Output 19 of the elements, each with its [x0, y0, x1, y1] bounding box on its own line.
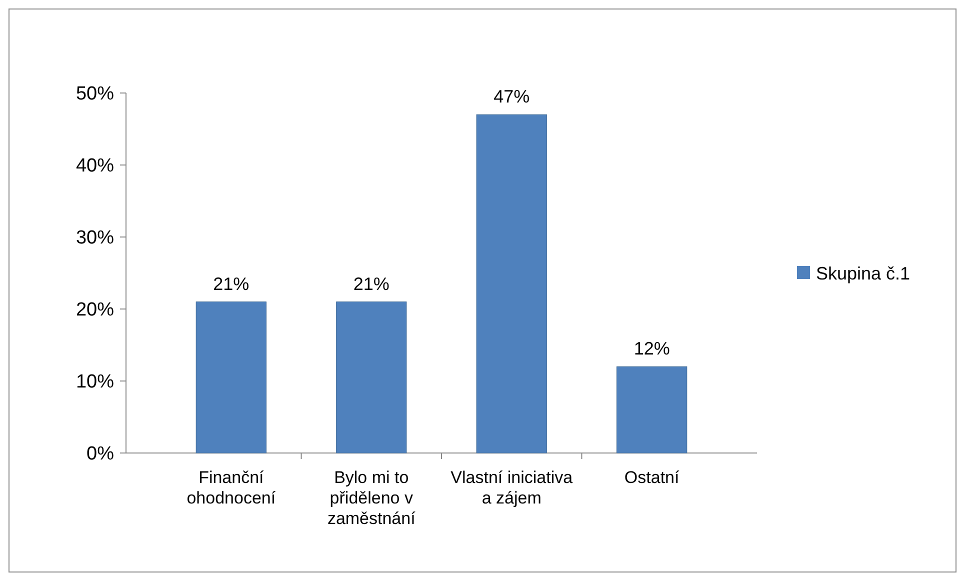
bar	[196, 302, 266, 454]
y-tick-label: 30%	[76, 228, 114, 249]
text: 47%	[494, 86, 530, 107]
y-tick-label: 0%	[86, 444, 114, 465]
bar	[616, 366, 688, 454]
y-tick-label: 40%	[76, 156, 114, 177]
text: 21%	[213, 274, 250, 294]
legend-label: Skupina č.1	[816, 263, 910, 284]
bar	[336, 302, 407, 454]
text: 21%	[353, 274, 390, 294]
text: 12%	[634, 338, 670, 359]
y-tick-label: 10%	[76, 372, 114, 393]
x-tick-label: Bylo mi to přiděleno v zaměstnání	[327, 468, 416, 528]
bar	[476, 114, 547, 454]
x-tick-label: Ostatní	[624, 468, 680, 487]
y-tick-label: 50%	[76, 84, 114, 105]
x-tick-label: Vlastní iniciativa a zájem	[450, 468, 574, 508]
x-tick-label: Finanční ohodnocení	[186, 468, 276, 508]
y-tick-label: 20%	[76, 300, 114, 321]
